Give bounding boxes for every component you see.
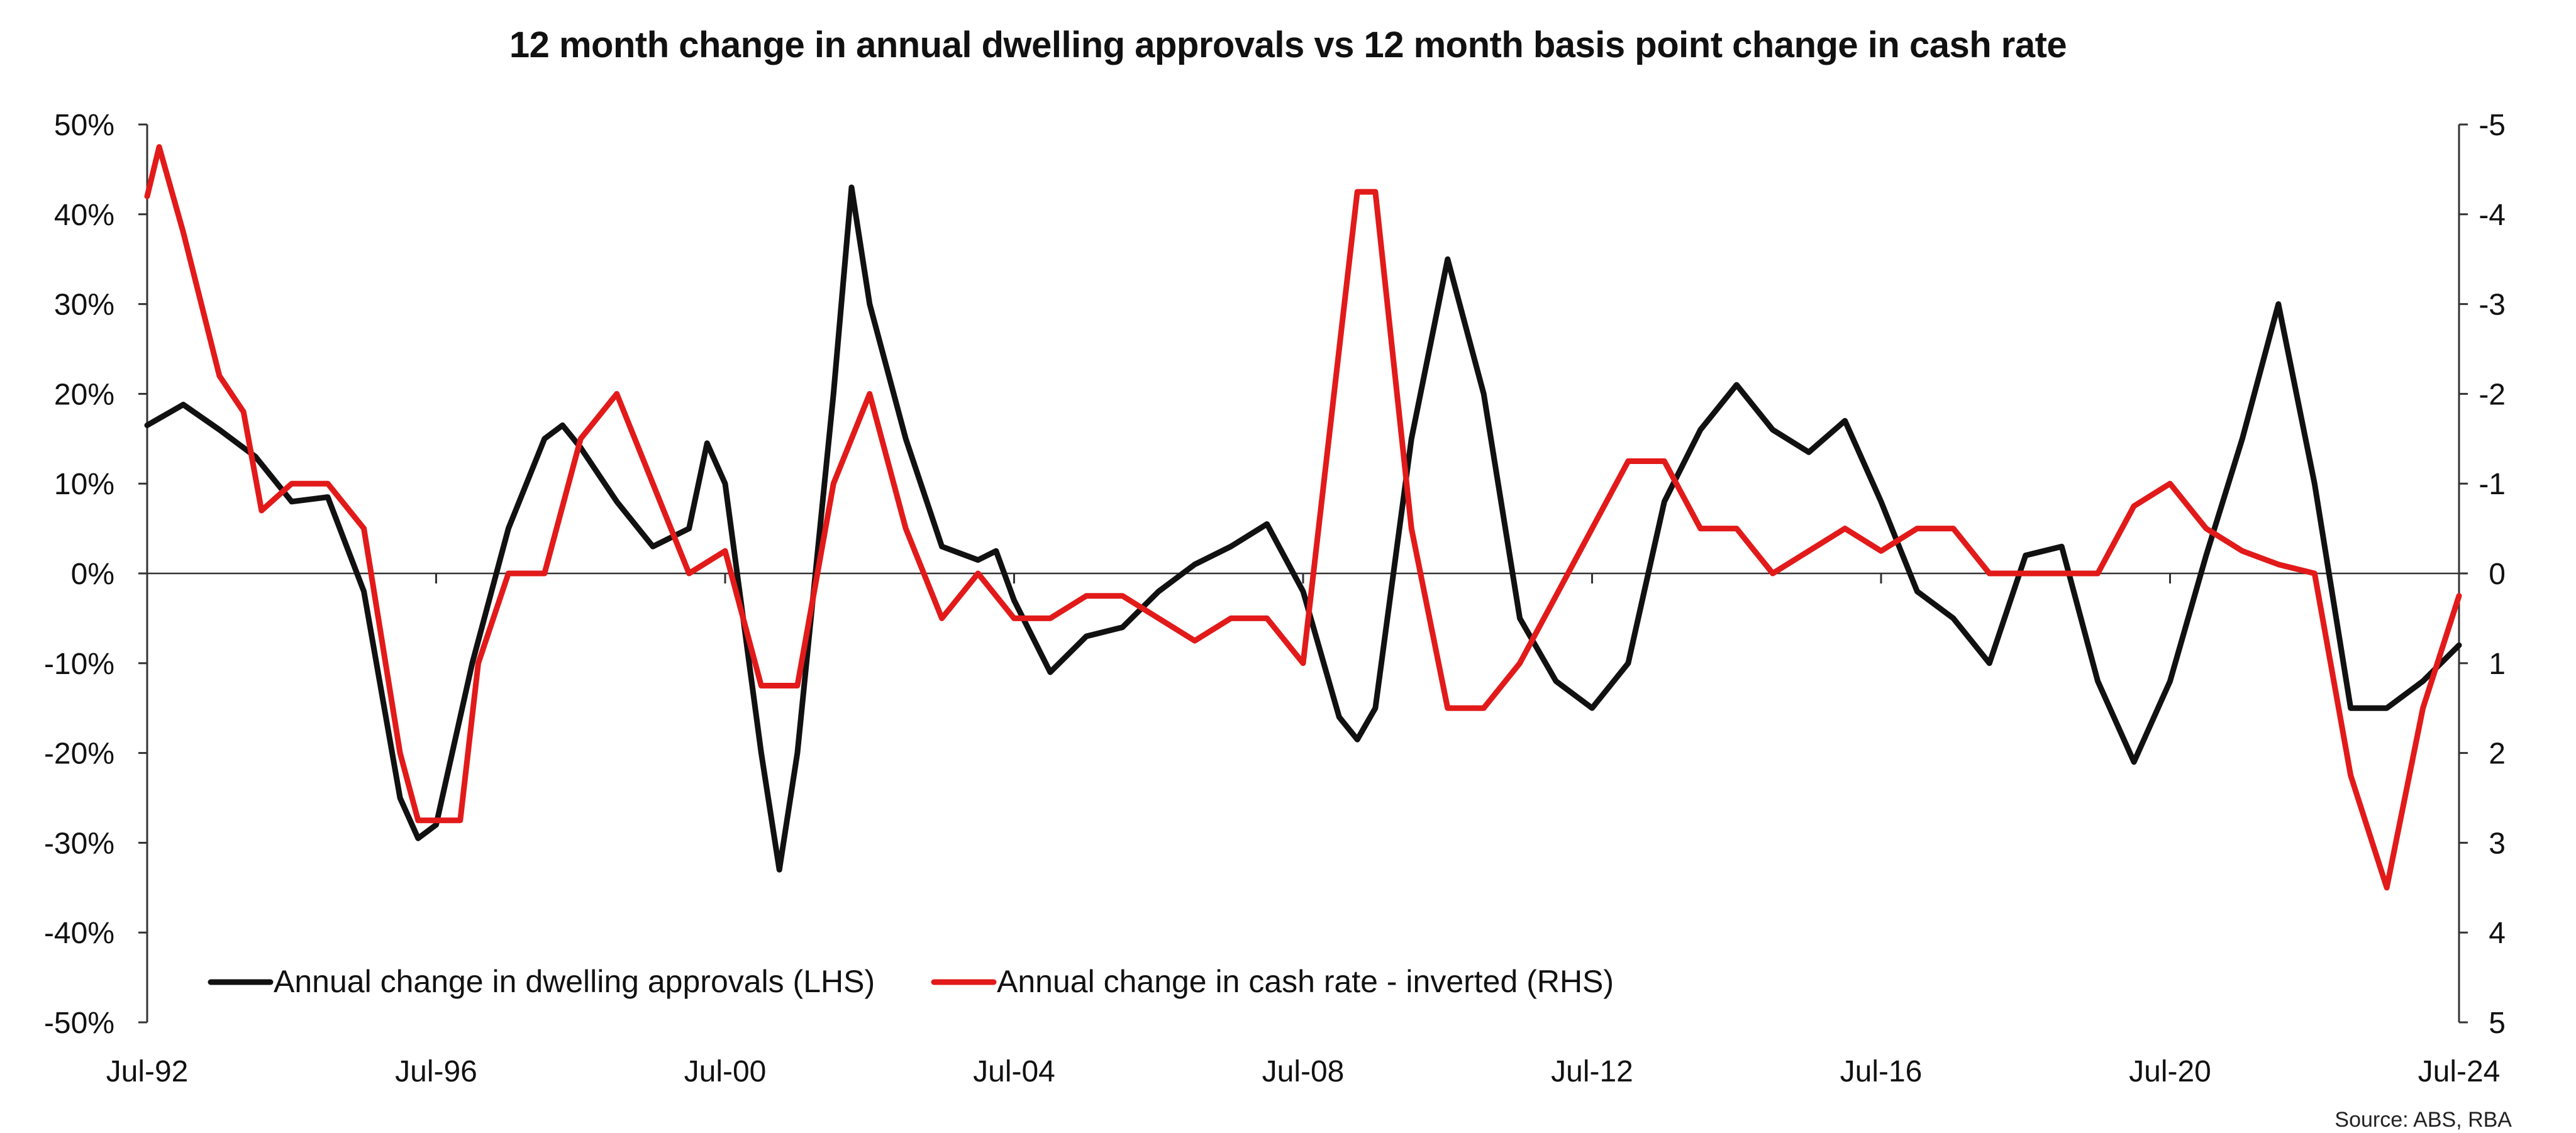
legend-label-1: Annual change in dwelling approvals (LHS… — [274, 964, 875, 999]
series-line-2 — [144, 144, 2462, 891]
right-tick-label: -1 — [2479, 468, 2506, 501]
x-tick-label: Jul-04 — [973, 1055, 1055, 1088]
legend-label-2: Annual change in cash rate - inverted (R… — [997, 964, 1614, 999]
right-tick-label: 2 — [2489, 738, 2506, 771]
x-tick-label: Jul-16 — [1840, 1055, 1923, 1088]
x-tick-label: Jul-20 — [2129, 1055, 2211, 1088]
left-tick-label: -20% — [44, 738, 114, 771]
right-tick-label: -4 — [2479, 199, 2506, 232]
left-tick-label: -40% — [44, 917, 114, 950]
legend: Annual change in dwelling approvals (LHS… — [208, 964, 1614, 999]
chart-title: 12 month change in annual dwelling appro… — [509, 25, 2067, 65]
x-axis-ticks: Jul-92 Jul-96 Jul-00 Jul-04 Jul-08 Jul-12 Jul-… — [106, 573, 2501, 1088]
left-tick-label: -50% — [44, 1007, 114, 1040]
series-layer — [144, 144, 2462, 891]
right-tick-label: -2 — [2479, 378, 2506, 411]
x-tick-label: Jul-08 — [1262, 1055, 1345, 1088]
left-tick-label: -10% — [44, 648, 114, 681]
right-tick-label: 0 — [2489, 558, 2506, 591]
x-tick-label: Jul-12 — [1551, 1055, 1633, 1088]
left-tick-label: -30% — [44, 827, 114, 860]
right-tick-label: -3 — [2479, 289, 2506, 322]
right-tick-label: 4 — [2489, 917, 2506, 950]
right-tick-label: 3 — [2489, 827, 2506, 860]
x-tick-label: Jul-96 — [395, 1055, 477, 1088]
series-line-1 — [144, 184, 2462, 873]
source-note: Source: ABS, RBA — [2334, 1108, 2512, 1132]
left-tick-label: 10% — [54, 468, 114, 501]
right-axis-ticks: -5 -4 -3 -2 -1 0 1 2 3 4 5 — [2459, 109, 2506, 1040]
left-tick-label: 30% — [54, 289, 114, 322]
left-axis-ticks: 50% 40% 30% 20% 10% 0% -10% -20% -30% -40% -50% — [44, 109, 147, 1040]
right-tick-label: 1 — [2489, 648, 2506, 681]
right-tick-label: -5 — [2479, 109, 2506, 142]
left-tick-label: 40% — [54, 199, 114, 232]
left-tick-label: 20% — [54, 378, 114, 411]
left-tick-label: 0% — [71, 558, 114, 591]
x-tick-label: Jul-24 — [2418, 1055, 2501, 1088]
x-tick-label: Jul-00 — [684, 1055, 767, 1088]
right-tick-label: 5 — [2489, 1007, 2506, 1040]
x-tick-label: Jul-92 — [106, 1055, 189, 1088]
left-tick-label: 50% — [54, 109, 114, 142]
